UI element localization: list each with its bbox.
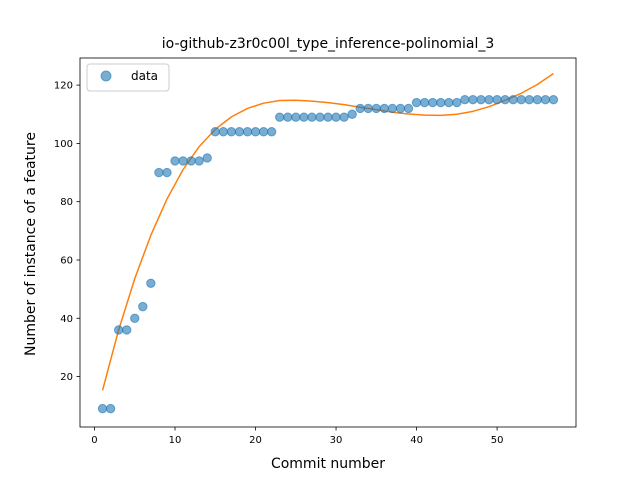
data-point — [347, 109, 357, 119]
data-point — [202, 153, 212, 163]
plot-frame — [79, 57, 577, 428]
data-point — [250, 127, 261, 137]
data-point — [258, 127, 269, 137]
data-point — [122, 325, 132, 335]
data-point — [162, 167, 172, 178]
data-point — [395, 103, 406, 114]
legend-label-data: data — [131, 69, 158, 83]
data-point — [484, 94, 494, 105]
data-point — [218, 127, 229, 137]
data-point — [339, 112, 349, 122]
x-tick-label: 30 — [330, 435, 343, 446]
x-tick-label: 20 — [249, 435, 262, 446]
x-tick-label: 10 — [169, 435, 182, 446]
data-point — [427, 97, 438, 108]
axis-ticks: 0 10 20 30 40 50 20 40 60 80 100 120 — [54, 81, 504, 446]
data-point — [299, 112, 309, 122]
x-tick-label: 50 — [491, 435, 504, 446]
data-point — [532, 94, 543, 105]
data-point — [154, 167, 164, 178]
data-point — [508, 94, 518, 105]
y-tick-label: 20 — [60, 372, 73, 383]
data-point — [97, 403, 108, 414]
data-point — [468, 94, 478, 105]
data-point — [323, 112, 333, 122]
data-point — [387, 103, 398, 114]
data-point — [436, 97, 446, 108]
data-point — [548, 94, 559, 105]
data-point — [492, 94, 502, 105]
data-point — [274, 112, 285, 122]
series-layer — [97, 72, 559, 414]
data-point — [516, 94, 526, 105]
data-point — [500, 94, 510, 105]
x-tick-label: 0 — [91, 435, 97, 446]
data-point — [476, 94, 486, 105]
data-point — [138, 301, 148, 312]
data-point — [113, 325, 124, 335]
y-tick-label: 100 — [54, 139, 73, 150]
plot-area — [79, 57, 577, 428]
y-tick-label: 40 — [60, 314, 73, 325]
y-tick-label: 60 — [60, 255, 73, 266]
y-axis-label: Number of instance of a feature — [23, 132, 39, 356]
x-axis-label: Commit number — [271, 456, 385, 472]
data-point — [524, 94, 534, 105]
data-point — [234, 127, 245, 137]
data-point — [379, 103, 390, 114]
data-point — [283, 112, 293, 122]
data-point — [371, 103, 382, 114]
data-point — [105, 403, 116, 414]
data-point — [444, 97, 454, 108]
legend: data — [86, 63, 170, 92]
data-point — [178, 156, 188, 166]
data-point — [242, 127, 253, 137]
data-point — [210, 127, 220, 137]
data-point — [363, 103, 373, 114]
legend-marker-data — [100, 70, 112, 82]
data-point — [331, 112, 341, 122]
data-point — [355, 103, 365, 114]
data-point — [130, 313, 140, 323]
data-point — [452, 97, 462, 108]
data-point — [291, 112, 301, 122]
data-point — [403, 103, 414, 114]
fit-line — [101, 72, 554, 391]
data-point — [266, 127, 277, 137]
x-tick-label: 40 — [410, 435, 423, 446]
data-point — [315, 112, 325, 122]
y-tick-label: 80 — [60, 197, 73, 208]
data-point — [146, 278, 156, 289]
data-point — [226, 127, 237, 137]
data-point — [411, 97, 422, 108]
data-point — [540, 94, 551, 105]
data-point — [194, 156, 204, 166]
y-tick-label: 120 — [54, 81, 73, 92]
data-point — [186, 156, 196, 166]
chart-title: io-github-z3r0c00l_type_inference-polino… — [162, 36, 495, 52]
data-point — [170, 156, 180, 166]
data-point — [460, 94, 470, 105]
data-point — [307, 112, 317, 122]
data-point — [419, 97, 430, 108]
